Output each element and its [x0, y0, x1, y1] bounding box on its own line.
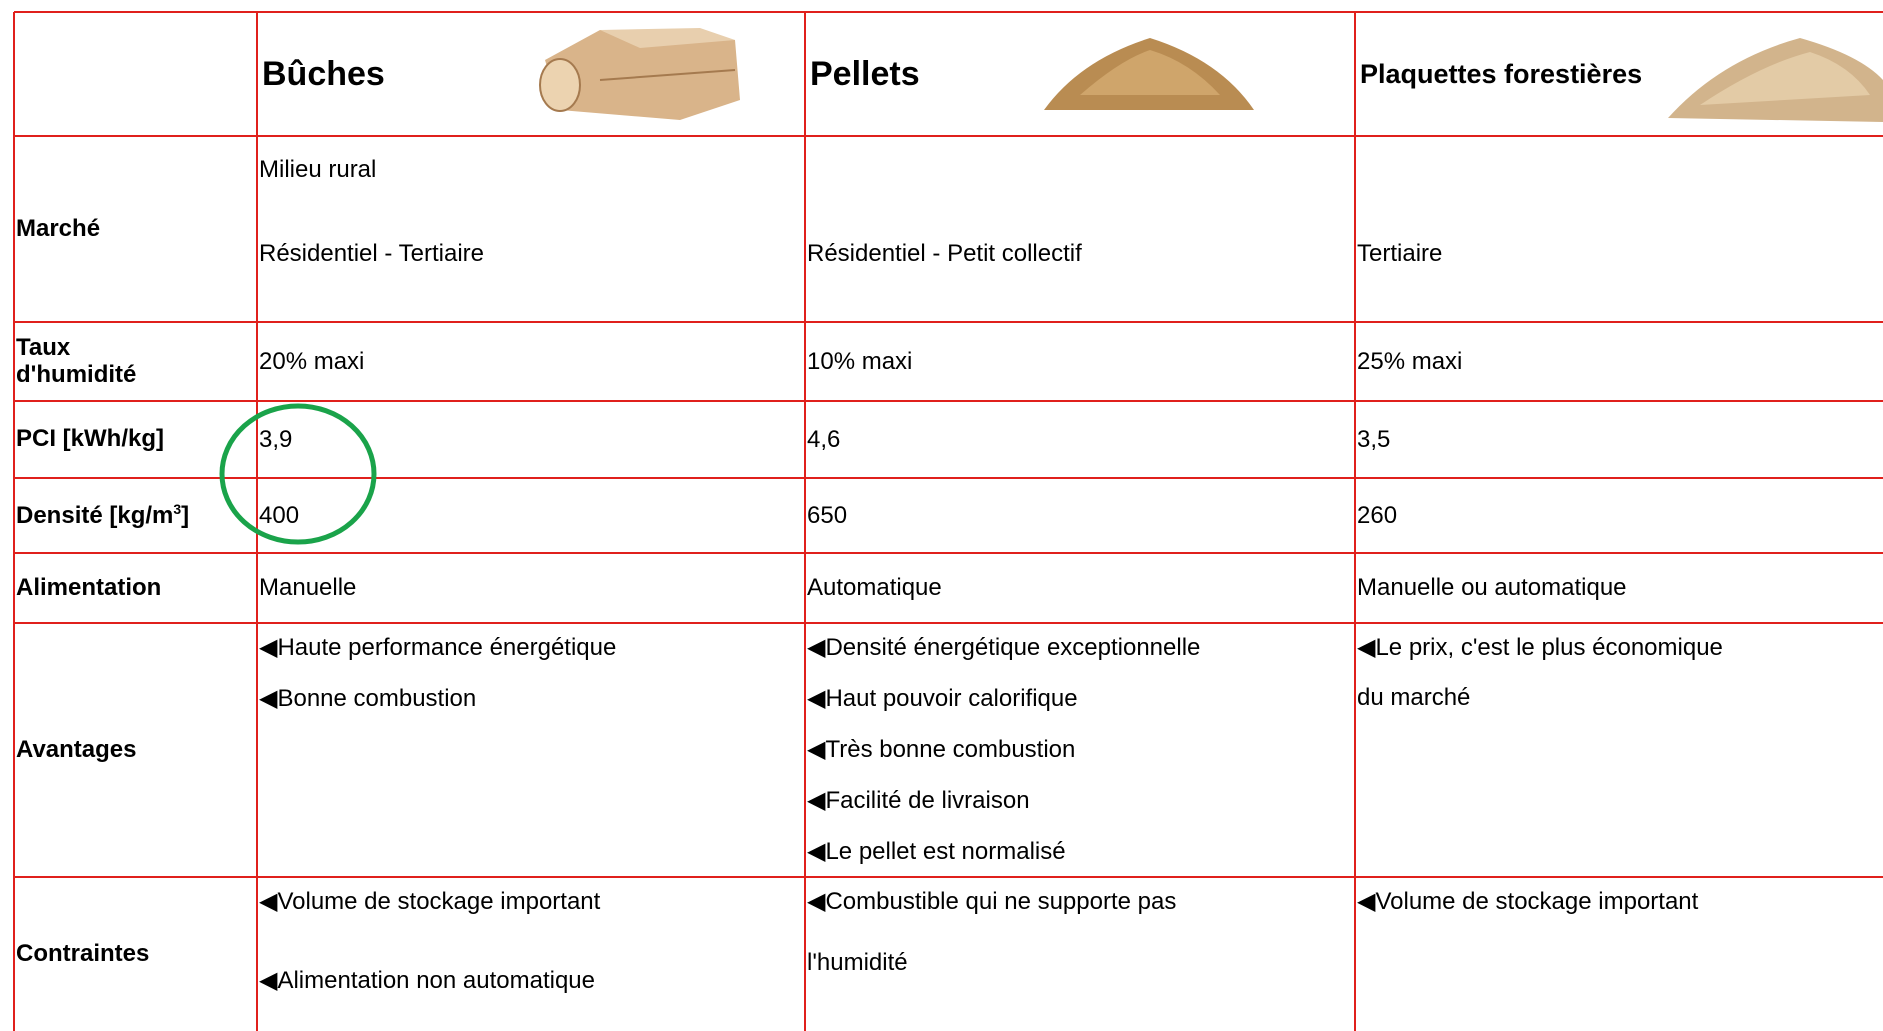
- table-cell: Manuelle ou automatique: [1355, 553, 1883, 623]
- cell-line: du marché: [1357, 684, 1471, 711]
- label-text: Alimentation: [16, 573, 162, 601]
- table-cell: Tertiaire: [1355, 136, 1883, 322]
- label-text: PCI [kWh/kg]: [16, 425, 164, 453]
- chips-image: [1668, 38, 1883, 122]
- table-cell: ◀Volume de stockage important: [1355, 877, 1883, 1031]
- cell-line: ◀Facilité de livraison: [807, 787, 1030, 814]
- label-text: Densité [kg/m: [16, 501, 174, 529]
- cell-line: ◀Bonne combustion: [259, 685, 477, 712]
- cell-line: Tertiaire: [1357, 240, 1443, 267]
- cell-line: ◀Haut pouvoir calorifique: [807, 685, 1078, 712]
- row-label-text: Avantages: [16, 735, 137, 763]
- cell-line: ◀Le pellet est normalisé: [807, 838, 1066, 865]
- table-cell: 4,6: [805, 401, 1355, 478]
- row-label: Avantages: [14, 623, 257, 877]
- cell-line: Résidentiel - Petit collectif: [807, 240, 1082, 267]
- row-label-text: PCI [kWh/kg]: [16, 426, 164, 452]
- cell-line: ◀Volume de stockage important: [259, 888, 601, 915]
- table-cell: 400: [257, 478, 805, 553]
- cell-line: ◀Très bonne combustion: [807, 736, 1076, 763]
- row-label: Marché: [14, 136, 257, 322]
- row-label: Contraintes: [14, 877, 257, 1031]
- cell-line: 4,6: [807, 425, 841, 453]
- row-label-text: Densité [kg/m3]: [16, 500, 190, 529]
- table-cell: Manuelle: [257, 553, 805, 623]
- table-cell: ◀Le prix, c'est le plus économique du mar…: [1355, 623, 1883, 877]
- column-header: Bûches: [262, 54, 385, 93]
- table-cell: 10% maxi: [805, 322, 1355, 401]
- cell-line: Manuelle ou automatique: [1357, 574, 1627, 601]
- grid: [13, 11, 1883, 1031]
- cell-line: 400: [259, 501, 300, 529]
- cell-line: 3,5: [1357, 425, 1391, 453]
- cell-line: Résidentiel - Tertiaire: [259, 240, 484, 267]
- table-cell: ◀Densité énergétique exceptionnelle ◀Haut…: [805, 623, 1355, 877]
- cell-line: 10% maxi: [807, 347, 913, 375]
- row-label: Taux d'humidité: [14, 322, 257, 401]
- cell-line: l'humidité: [807, 949, 908, 976]
- cell-line: ◀Haute performance énergétique: [259, 634, 617, 661]
- label-superscript: 3: [173, 500, 182, 517]
- cell-line: ◀Densité énergétique exceptionnelle: [807, 634, 1201, 661]
- label-text-end: ]: [181, 501, 190, 529]
- cell-line: 3,9: [259, 425, 293, 453]
- highlight-circle: [219, 403, 377, 545]
- label-text: Marché: [16, 214, 101, 242]
- cell-line: 20% maxi: [259, 347, 365, 375]
- row-label-text: Alimentation: [16, 573, 162, 601]
- row-label-text: Taux d'humidité: [16, 334, 166, 388]
- table-cell: Milieu rural Résidentiel - Tertiaire: [257, 136, 805, 322]
- table-cell: 260: [1355, 478, 1883, 553]
- pellets-image: [1044, 38, 1254, 110]
- label-text: Avantages: [16, 735, 137, 763]
- row-label-text: Marché: [16, 214, 101, 242]
- table-cell: 650: [805, 478, 1355, 553]
- label-text: Contraintes: [16, 939, 150, 967]
- row-label: PCI [kWh/kg]: [14, 401, 257, 478]
- cell-line: ◀Le prix, c'est le plus économique: [1357, 634, 1723, 661]
- table-cell: ◀Haute performance énergétique ◀Bonne com…: [257, 623, 805, 877]
- cell-line: ◀Alimentation non automatique: [259, 967, 595, 994]
- label-text: Taux d'humidité: [16, 334, 137, 388]
- row-label: Alimentation: [14, 553, 257, 623]
- table-cell: 3,9: [257, 401, 805, 478]
- cell-line: ◀Volume de stockage important: [1357, 888, 1699, 915]
- table-cell: 3,5: [1355, 401, 1883, 478]
- table-cell: 25% maxi: [1355, 322, 1883, 401]
- table-cell: ◀Volume de stockage important ◀Alimentati…: [257, 877, 805, 1031]
- cell-line: ◀Combustible qui ne supporte pas: [807, 888, 1177, 915]
- column-header: Plaquettes forestières: [1360, 58, 1643, 89]
- table-cell: Résidentiel - Petit collectif: [805, 136, 1355, 322]
- table-cell: 20% maxi: [257, 322, 805, 401]
- column-header: Pellets: [810, 54, 920, 93]
- cell-line: Automatique: [807, 574, 942, 601]
- cell-line: 25% maxi: [1357, 347, 1463, 375]
- table-cell: Automatique: [805, 553, 1355, 623]
- cell-line: 260: [1357, 501, 1398, 529]
- logs-image: [539, 28, 740, 120]
- cell-line: Manuelle: [259, 574, 357, 601]
- cell-line: Milieu rural: [259, 156, 377, 183]
- cell-line: 650: [807, 501, 848, 529]
- table-cell: ◀Combustible qui ne supporte pas l'humidi…: [805, 877, 1355, 1031]
- row-label-text: Contraintes: [16, 939, 150, 967]
- row-label: Densité [kg/m3]: [14, 478, 257, 553]
